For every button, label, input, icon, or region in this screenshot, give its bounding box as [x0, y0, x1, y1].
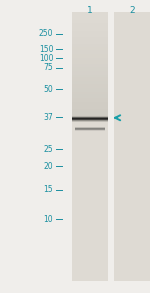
Bar: [72, 102, 108, 103]
Text: 2: 2: [129, 6, 135, 15]
Bar: [72, 70, 108, 71]
Bar: [72, 77, 108, 79]
Bar: [72, 38, 108, 40]
Bar: [72, 97, 108, 98]
Bar: [72, 67, 108, 68]
Bar: [72, 103, 108, 105]
Bar: [72, 18, 108, 19]
Bar: [72, 109, 108, 110]
Bar: [72, 54, 108, 55]
Text: 250: 250: [39, 29, 53, 38]
Bar: [72, 79, 108, 80]
Bar: [72, 81, 108, 83]
Bar: [72, 58, 108, 59]
Bar: [72, 107, 108, 109]
Bar: [72, 32, 108, 33]
Bar: [72, 63, 108, 64]
Bar: [72, 89, 108, 90]
Text: 15: 15: [44, 185, 53, 194]
Bar: [72, 55, 108, 57]
Bar: [72, 49, 108, 50]
Bar: [72, 118, 108, 119]
Bar: [72, 83, 108, 84]
Bar: [72, 47, 108, 49]
Text: 75: 75: [44, 64, 53, 72]
Bar: [72, 27, 108, 28]
Bar: [72, 29, 108, 30]
Bar: [72, 113, 108, 114]
Bar: [72, 85, 108, 86]
Bar: [72, 90, 108, 92]
Bar: [72, 46, 108, 47]
Bar: [72, 35, 108, 36]
Text: 100: 100: [39, 54, 53, 62]
Bar: [72, 100, 108, 101]
Bar: [72, 106, 108, 107]
Bar: [72, 42, 108, 44]
Bar: [72, 30, 108, 32]
Bar: [72, 114, 108, 115]
Bar: [72, 94, 108, 96]
Bar: [72, 75, 108, 76]
Bar: [72, 33, 108, 35]
Bar: [72, 68, 108, 69]
Bar: [72, 74, 108, 75]
Bar: [72, 111, 108, 113]
Bar: [72, 84, 108, 85]
Bar: [72, 20, 108, 21]
Bar: [72, 88, 108, 89]
Bar: [72, 36, 108, 37]
Bar: [72, 110, 108, 111]
Bar: [72, 19, 108, 20]
Bar: [72, 37, 108, 38]
Bar: [72, 41, 108, 42]
Bar: [72, 86, 108, 88]
Bar: [72, 12, 108, 281]
Bar: [72, 40, 108, 41]
Bar: [72, 64, 108, 66]
Bar: [72, 92, 108, 93]
Text: 10: 10: [44, 215, 53, 224]
Bar: [114, 12, 150, 281]
Bar: [72, 116, 108, 118]
Bar: [72, 53, 108, 54]
Bar: [72, 50, 108, 51]
Bar: [72, 71, 108, 72]
Bar: [72, 98, 108, 100]
Bar: [72, 44, 108, 45]
Bar: [72, 45, 108, 46]
Bar: [72, 119, 108, 120]
Bar: [72, 28, 108, 29]
Bar: [72, 72, 108, 74]
Bar: [72, 93, 108, 94]
Text: 50: 50: [44, 85, 53, 94]
Bar: [72, 24, 108, 25]
Text: 1: 1: [87, 6, 93, 15]
Bar: [72, 76, 108, 77]
Bar: [72, 60, 108, 62]
Text: 20: 20: [44, 162, 53, 171]
Bar: [72, 62, 108, 63]
Text: 150: 150: [39, 45, 53, 54]
Bar: [72, 120, 108, 122]
Bar: [72, 80, 108, 81]
Bar: [72, 25, 108, 27]
Text: 25: 25: [44, 145, 53, 154]
Bar: [72, 115, 108, 116]
Bar: [72, 59, 108, 60]
Bar: [72, 23, 108, 24]
Bar: [72, 105, 108, 106]
Text: 37: 37: [44, 113, 53, 122]
Bar: [72, 21, 108, 23]
Bar: [72, 57, 108, 58]
Bar: [72, 96, 108, 97]
Bar: [72, 51, 108, 53]
Bar: [72, 101, 108, 102]
Bar: [72, 66, 108, 67]
